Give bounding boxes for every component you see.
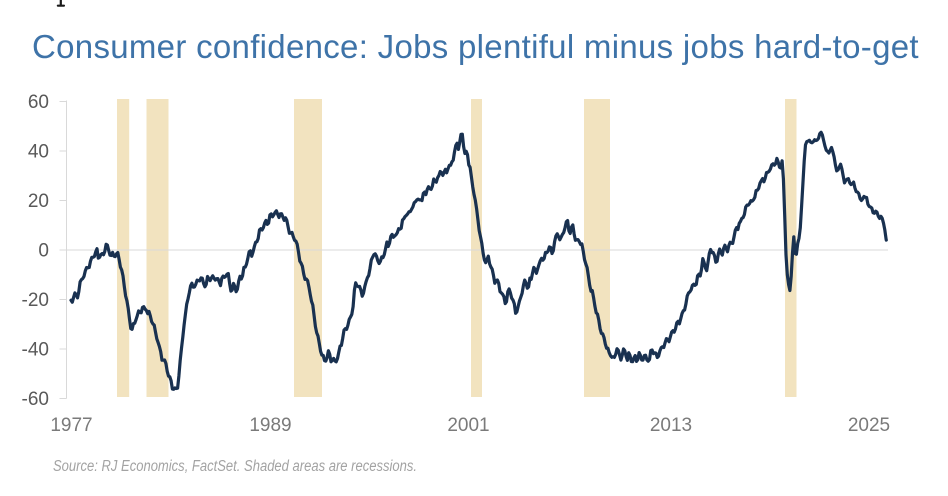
svg-text:0: 0 <box>38 241 49 262</box>
svg-text:-40: -40 <box>22 340 49 361</box>
svg-text:2025: 2025 <box>848 415 890 436</box>
svg-text:Consumer confidence: Jobs plen: Consumer confidence: Jobs plentiful minu… <box>32 28 919 65</box>
svg-text:2001: 2001 <box>447 415 489 436</box>
svg-text:Source: RJ Economics, FactSet.: Source: RJ Economics, FactSet. Shaded ar… <box>53 458 417 475</box>
svg-text:-20: -20 <box>22 290 49 311</box>
svg-text:20: 20 <box>28 191 49 212</box>
svg-text:1989: 1989 <box>249 415 291 436</box>
svg-text:-60: -60 <box>22 389 49 410</box>
svg-text:60: 60 <box>28 92 49 113</box>
svg-text:1977: 1977 <box>50 415 92 436</box>
svg-text:2013: 2013 <box>650 415 692 436</box>
svg-text:40: 40 <box>28 142 49 163</box>
